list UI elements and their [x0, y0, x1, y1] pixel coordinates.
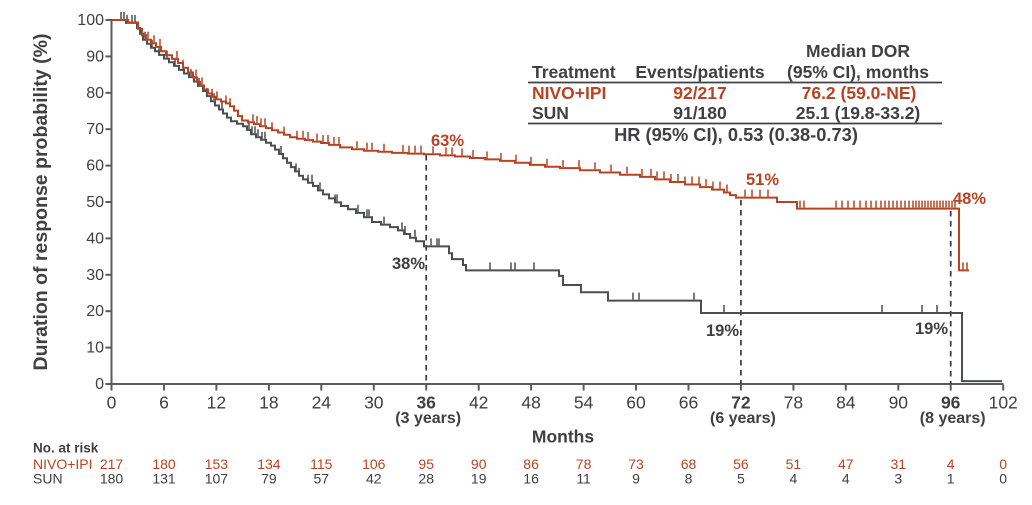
svg-text:19%: 19% [915, 320, 948, 338]
svg-text:38%: 38% [392, 255, 425, 273]
svg-text:4: 4 [790, 471, 798, 487]
svg-text:24: 24 [312, 393, 332, 413]
svg-text:No. at risk: No. at risk [33, 441, 99, 456]
svg-text:42: 42 [366, 471, 382, 487]
svg-text:70: 70 [86, 121, 104, 138]
svg-text:95: 95 [418, 456, 434, 472]
svg-text:153: 153 [205, 456, 229, 472]
svg-text:63%: 63% [431, 132, 464, 150]
svg-text:51%: 51% [746, 171, 779, 189]
svg-text:4: 4 [947, 456, 955, 472]
svg-text:28: 28 [418, 471, 434, 487]
svg-text:NIVO+IPI: NIVO+IPI [532, 83, 606, 103]
svg-text:Duration of response probabili: Duration of response probability (%) [30, 34, 52, 371]
svg-text:115: 115 [310, 456, 333, 472]
svg-text:134: 134 [257, 456, 281, 472]
svg-text:(6 years): (6 years) [710, 410, 776, 427]
svg-text:131: 131 [152, 471, 176, 487]
svg-text:68: 68 [681, 456, 697, 472]
svg-text:Treatment: Treatment [532, 62, 616, 82]
svg-text:79: 79 [261, 471, 277, 487]
svg-text:0: 0 [95, 376, 104, 393]
svg-text:5: 5 [737, 471, 745, 487]
svg-text:10: 10 [86, 340, 104, 357]
svg-text:51: 51 [786, 456, 802, 472]
svg-text:25.1 (19.8-33.2): 25.1 (19.8-33.2) [796, 103, 921, 123]
svg-text:100: 100 [77, 12, 104, 29]
svg-text:66: 66 [679, 393, 698, 413]
svg-text:91/180: 91/180 [673, 103, 727, 123]
svg-text:56: 56 [733, 456, 749, 472]
svg-text:80: 80 [86, 85, 104, 102]
svg-text:1: 1 [947, 471, 955, 487]
svg-text:217: 217 [100, 456, 124, 472]
svg-text:30: 30 [364, 393, 384, 413]
svg-text:60: 60 [86, 158, 104, 175]
svg-text:76.2 (59.0-NE): 76.2 (59.0-NE) [802, 83, 917, 103]
svg-text:73: 73 [628, 456, 644, 472]
svg-text:11: 11 [576, 471, 591, 487]
svg-text:30: 30 [86, 267, 104, 284]
svg-text:86: 86 [523, 456, 539, 472]
svg-text:(3 years): (3 years) [395, 410, 461, 427]
svg-text:Months: Months [532, 427, 594, 447]
svg-text:42: 42 [469, 393, 488, 413]
svg-text:78: 78 [784, 393, 803, 413]
svg-text:Events/patients: Events/patients [635, 62, 765, 82]
svg-text:78: 78 [576, 456, 592, 472]
svg-text:6: 6 [159, 393, 169, 413]
svg-text:36: 36 [416, 393, 436, 413]
svg-text:90: 90 [889, 393, 909, 413]
svg-text:Median DOR: Median DOR [806, 41, 910, 61]
svg-text:90: 90 [86, 48, 104, 65]
svg-text:48%: 48% [953, 190, 986, 208]
svg-text:31: 31 [891, 456, 907, 472]
svg-text:60: 60 [626, 393, 646, 413]
svg-text:96: 96 [941, 393, 961, 413]
svg-text:20: 20 [86, 303, 104, 320]
svg-text:54: 54 [574, 393, 594, 413]
svg-text:19: 19 [471, 471, 487, 487]
svg-text:HR (95% CI), 0.53 (0.38-0.73): HR (95% CI), 0.53 (0.38-0.73) [614, 124, 858, 145]
svg-text:9: 9 [632, 471, 640, 487]
svg-text:57: 57 [314, 471, 330, 487]
svg-text:SUN: SUN [532, 103, 569, 123]
svg-text:19%: 19% [706, 322, 739, 340]
svg-text:72: 72 [731, 393, 751, 413]
svg-text:16: 16 [523, 471, 539, 487]
svg-text:40: 40 [86, 230, 104, 247]
svg-text:18: 18 [259, 393, 278, 413]
svg-text:180: 180 [152, 456, 176, 472]
svg-text:90: 90 [471, 456, 487, 472]
svg-text:106: 106 [362, 456, 386, 472]
svg-text:4: 4 [842, 471, 850, 487]
svg-text:50: 50 [86, 194, 104, 211]
svg-text:107: 107 [205, 471, 229, 487]
svg-text:8: 8 [685, 471, 693, 487]
svg-text:12: 12 [207, 393, 226, 413]
svg-text:102: 102 [989, 393, 1018, 413]
svg-text:0: 0 [107, 393, 117, 413]
svg-text:92/217: 92/217 [673, 83, 727, 103]
svg-text:(95% CI), months: (95% CI), months [787, 62, 929, 82]
svg-text:3: 3 [894, 471, 902, 487]
svg-text:0: 0 [999, 456, 1007, 472]
svg-text:(8 years): (8 years) [920, 410, 986, 427]
svg-text:47: 47 [838, 456, 854, 472]
svg-text:48: 48 [521, 393, 540, 413]
svg-text:0: 0 [999, 471, 1007, 487]
svg-text:SUN: SUN [33, 471, 63, 487]
svg-text:NIVO+IPI: NIVO+IPI [33, 456, 93, 472]
svg-text:180: 180 [100, 471, 124, 487]
svg-text:84: 84 [836, 393, 856, 413]
